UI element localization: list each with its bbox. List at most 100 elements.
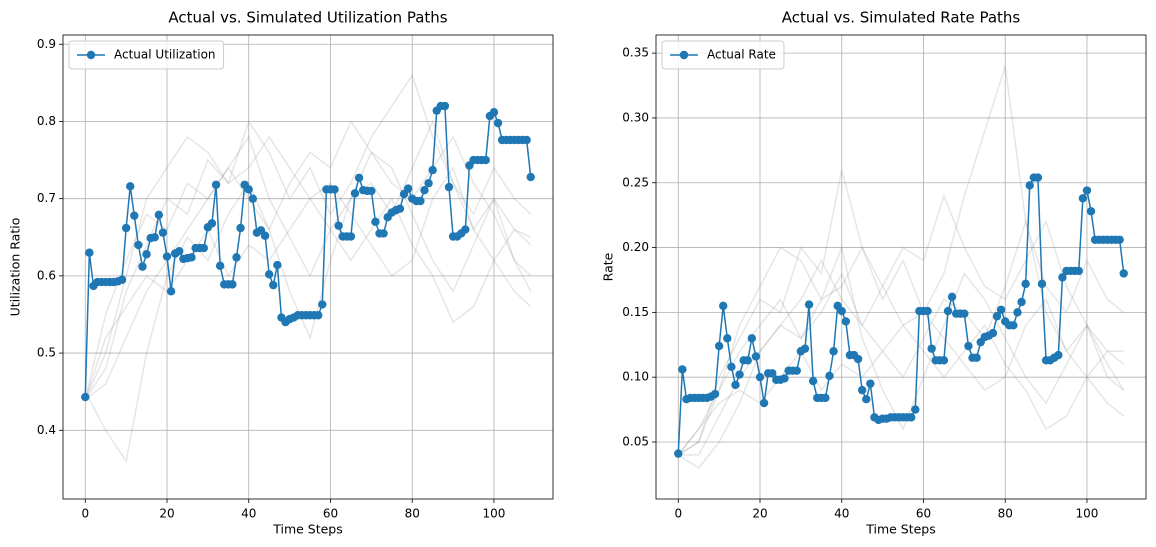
data-point [330, 185, 339, 194]
data-point [130, 211, 139, 220]
data-point [269, 280, 278, 290]
data-point [126, 182, 135, 191]
data-point [318, 300, 327, 309]
data-point [1037, 279, 1047, 289]
data-point [911, 405, 920, 414]
x-tick-label: 100 [1075, 507, 1098, 521]
simulated-path [677, 218, 1125, 456]
data-point [825, 371, 834, 381]
y-tick-label: 0.15 [622, 305, 649, 319]
data-point [264, 270, 274, 279]
data-point [821, 393, 830, 403]
data-point [158, 228, 168, 237]
data-point [248, 194, 258, 203]
data-point [428, 165, 437, 175]
simulated-path [84, 119, 532, 401]
data-point [755, 372, 765, 382]
data-point [1025, 181, 1034, 190]
data-point [367, 186, 376, 196]
y-tick-label: 0.5 [37, 346, 56, 360]
x-tick-label: 0 [81, 507, 89, 521]
simulated-path [677, 245, 1124, 456]
data-point [747, 334, 757, 343]
data-point [142, 250, 151, 259]
data-point [350, 189, 360, 198]
x-tick-label: 60 [323, 507, 338, 521]
legend: Actual Rate [661, 40, 785, 70]
data-point [960, 309, 969, 318]
data-point [493, 118, 503, 128]
data-point [1074, 266, 1083, 276]
data-point [522, 135, 531, 145]
data-point [334, 221, 343, 230]
y-tick-label: 0.4 [37, 423, 56, 437]
x-axis-label: Time Steps [865, 522, 936, 537]
y-tick-label: 0.9 [37, 37, 56, 51]
simulated-path [677, 297, 1125, 456]
data-point [996, 305, 1006, 314]
data-point [719, 301, 728, 311]
legend-marker [86, 50, 96, 60]
y-tick-label: 0.05 [622, 434, 649, 448]
subplot: Actual vs. Simulated Utilization Paths Ti… [8, 9, 554, 537]
axes-frame [655, 34, 1147, 500]
subplot: Actual vs. Simulated Rate Paths Time Step… [601, 9, 1147, 537]
y-tick-label: 0.8 [37, 114, 56, 128]
x-tick-label: 20 [752, 507, 767, 521]
data-point [154, 210, 164, 220]
data-point [964, 341, 973, 351]
data-point [228, 280, 237, 289]
data-point [1033, 173, 1043, 182]
data-point [1009, 321, 1018, 330]
data-point [1082, 186, 1092, 195]
data-point [988, 328, 998, 338]
data-point [907, 413, 916, 422]
x-axis-label: Time Steps [272, 522, 343, 537]
data-point [804, 300, 814, 309]
data-point [792, 366, 801, 375]
x-tick-label: 60 [916, 507, 931, 521]
data-point [416, 196, 425, 206]
y-tick-label: 0.30 [622, 110, 649, 124]
y-tick-label: 0.25 [622, 175, 649, 189]
data-point [232, 253, 241, 262]
data-point [85, 248, 94, 257]
legend-box [661, 40, 785, 70]
data-point [121, 223, 131, 233]
data-point [743, 356, 752, 365]
y-axis-label: Rate [601, 252, 616, 281]
simulated-path [677, 65, 1125, 456]
x-tick-label: 0 [674, 507, 682, 521]
data-point [150, 233, 159, 242]
y-axis-label: Utilization Ratio [8, 218, 23, 317]
data-point [714, 341, 724, 351]
data-point [731, 380, 740, 390]
data-point [403, 184, 413, 193]
legend: Actual Utilization [68, 40, 225, 70]
data-point [379, 229, 388, 238]
data-point [199, 243, 208, 253]
data-point [829, 347, 838, 356]
y-tick-label: 0.20 [622, 240, 649, 254]
data-point [1119, 269, 1128, 278]
data-point [81, 392, 90, 402]
x-tick-label: 80 [998, 507, 1013, 521]
data-point [972, 353, 981, 362]
data-point [837, 306, 846, 316]
simulated-path [84, 166, 532, 400]
data-point [751, 352, 761, 361]
simulated-path [84, 119, 532, 400]
data-point [841, 317, 851, 326]
y-tick-label: 0.7 [37, 191, 56, 205]
simulated-path [84, 151, 532, 464]
data-point [461, 225, 470, 234]
data-point [236, 223, 245, 233]
data-point [947, 292, 957, 302]
data-point [211, 180, 221, 189]
data-point [175, 246, 184, 256]
data-point [1021, 279, 1030, 289]
data-point [260, 231, 270, 240]
data-point [314, 311, 323, 320]
data-point [678, 365, 687, 374]
